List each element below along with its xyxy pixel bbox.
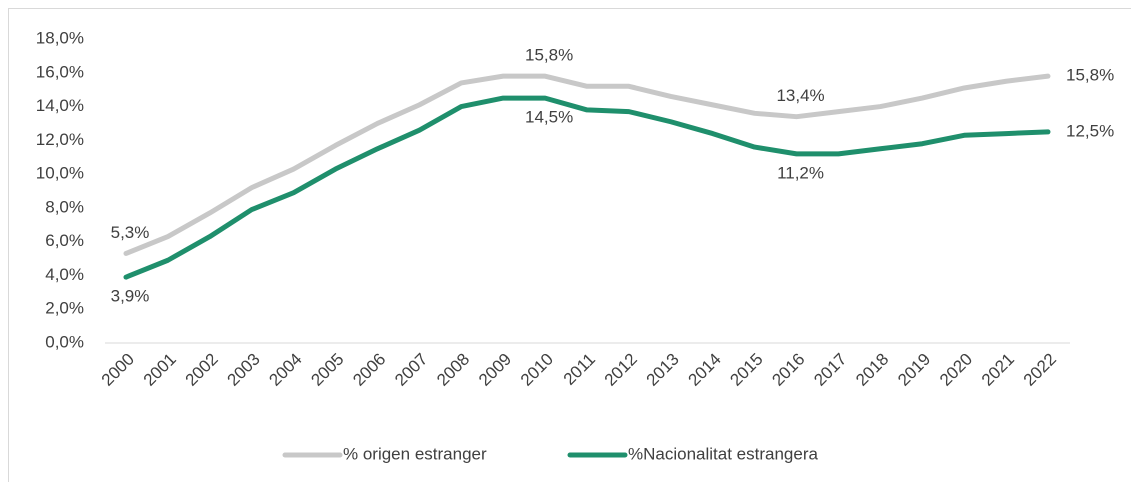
x-tick-label: 2008 (433, 350, 473, 390)
legend-label: % origen estranger (343, 444, 487, 463)
series-line (126, 76, 1048, 253)
data-label: 13,4% (776, 86, 824, 105)
x-tick-label: 2005 (307, 350, 347, 390)
data-label: 15,8% (525, 46, 573, 65)
y-tick-label: 8,0% (45, 197, 84, 216)
data-label: 11,2% (777, 163, 824, 182)
data-label: 12,5% (1066, 121, 1114, 140)
y-tick-label: 6,0% (45, 231, 84, 250)
x-tick-label: 2015 (726, 350, 766, 390)
x-tick-label: 2012 (601, 350, 641, 390)
x-tick-label: 2004 (265, 350, 305, 390)
x-tick-label: 2011 (560, 350, 599, 389)
y-tick-label: 12,0% (36, 130, 84, 149)
x-tick-label: 2009 (475, 350, 515, 390)
x-tick-label: 2019 (894, 350, 934, 390)
data-label: 15,8% (1066, 66, 1114, 85)
x-tick-label: 2007 (391, 350, 431, 390)
y-tick-label: 4,0% (45, 265, 84, 284)
x-tick-label: 2006 (349, 350, 389, 390)
legend-label: %Nacionalitat estrangera (628, 444, 818, 463)
x-tick-label: 2014 (685, 350, 725, 390)
y-tick-label: 16,0% (36, 62, 84, 81)
data-label: 3,9% (111, 287, 150, 306)
y-tick-label: 10,0% (36, 164, 84, 183)
x-tick-label: 2020 (936, 350, 976, 390)
series-line (126, 98, 1048, 277)
x-tick-label: 2000 (98, 350, 138, 390)
x-tick-label: 2021 (978, 350, 1018, 390)
x-tick-label: 2022 (1020, 350, 1060, 390)
x-tick-label: 2001 (140, 350, 180, 390)
y-tick-label: 18,0% (36, 28, 84, 47)
x-tick-label: 2018 (852, 350, 892, 390)
chart-border (9, 9, 1131, 483)
x-tick-label: 2003 (224, 350, 264, 390)
y-tick-label: 0,0% (45, 332, 84, 351)
y-tick-label: 2,0% (45, 299, 84, 318)
x-tick-label: 2010 (517, 350, 557, 390)
data-label: 14,5% (525, 108, 573, 127)
x-tick-label: 2017 (810, 350, 850, 390)
data-label: 5,3% (111, 223, 150, 242)
x-tick-label: 2002 (182, 350, 222, 390)
x-tick-label: 2013 (643, 350, 683, 390)
y-tick-label: 14,0% (36, 96, 84, 115)
x-tick-label: 2016 (768, 350, 808, 390)
